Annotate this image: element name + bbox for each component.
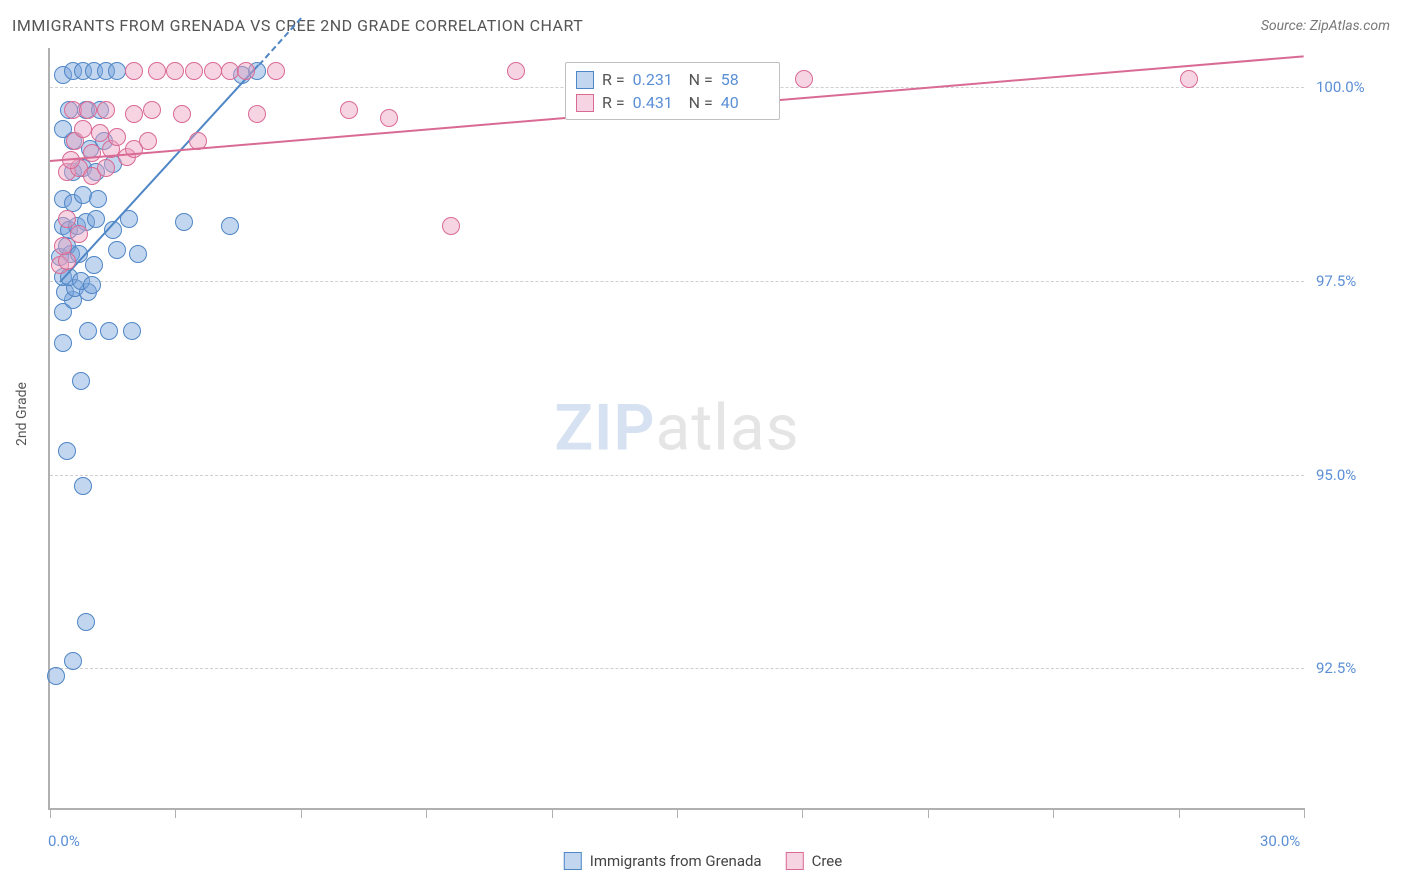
data-point (340, 101, 358, 119)
x-tick (802, 808, 803, 818)
data-point (97, 101, 115, 119)
data-point (442, 217, 460, 235)
data-point (89, 190, 107, 208)
data-point (72, 372, 90, 390)
x-tick-label: 0.0% (48, 832, 80, 850)
data-point (267, 62, 285, 80)
stat-r-value: 0.231 (633, 70, 681, 89)
data-point (58, 210, 76, 228)
x-tick-label: 30.0% (1260, 832, 1300, 850)
data-point (87, 210, 105, 228)
y-tick-label: 97.5% (1316, 272, 1356, 290)
legend-series-name: Cree (812, 852, 843, 870)
x-tick (1053, 808, 1054, 818)
stat-n-value: 40 (721, 93, 769, 112)
data-point (173, 105, 191, 123)
scatter-plot-area: ZIPatlas (48, 48, 1304, 810)
data-point (108, 128, 126, 146)
data-point (125, 105, 143, 123)
data-point (64, 652, 82, 670)
legend-swatch (564, 852, 582, 870)
data-point (54, 334, 72, 352)
data-point (380, 109, 398, 127)
stat-r-value: 0.431 (633, 93, 681, 112)
stat-n-label: N = (689, 93, 713, 112)
data-point (204, 62, 222, 80)
x-tick (677, 808, 678, 818)
stats-row: R = 0.231 N = 58 (576, 68, 769, 91)
stat-n-value: 58 (721, 70, 769, 89)
data-point (74, 120, 92, 138)
data-point (123, 322, 141, 340)
series-legend: Immigrants from Grenada Cree (564, 852, 842, 870)
data-point (85, 256, 103, 274)
stat-r-label: R = (602, 93, 625, 112)
data-point (1180, 70, 1198, 88)
stat-n-label: N = (689, 70, 713, 89)
x-tick (1304, 808, 1305, 818)
data-point (125, 62, 143, 80)
y-tick-label: 95.0% (1316, 466, 1356, 484)
data-point (507, 62, 525, 80)
legend-item: Immigrants from Grenada (564, 852, 762, 870)
data-point (47, 667, 65, 685)
data-point (74, 477, 92, 495)
data-point (79, 101, 97, 119)
data-point (248, 105, 266, 123)
x-tick (1179, 808, 1180, 818)
y-gridline (50, 668, 1304, 669)
data-point (129, 245, 147, 263)
y-tick-label: 100.0% (1316, 78, 1365, 96)
data-point (221, 62, 239, 80)
data-point (108, 241, 126, 259)
legend-item: Cree (786, 852, 843, 870)
source-attribution: Source: ZipAtlas.com (1261, 18, 1390, 34)
x-tick (50, 808, 51, 818)
data-point (795, 70, 813, 88)
legend-swatch (576, 94, 594, 112)
data-point (77, 613, 95, 631)
y-gridline (50, 281, 1304, 282)
x-tick (426, 808, 427, 818)
data-point (97, 159, 115, 177)
data-point (54, 237, 72, 255)
data-point (139, 132, 157, 150)
stat-r-label: R = (602, 70, 625, 89)
x-tick (301, 808, 302, 818)
legend-swatch (786, 852, 804, 870)
x-tick (552, 808, 553, 818)
data-point (175, 213, 193, 231)
data-point (83, 276, 101, 294)
x-tick (928, 808, 929, 818)
data-point (185, 62, 203, 80)
data-point (166, 62, 184, 80)
data-point (108, 62, 126, 80)
legend-series-name: Immigrants from Grenada (590, 852, 762, 870)
data-point (58, 252, 76, 270)
watermark-zip: ZIP (554, 391, 655, 466)
x-tick (175, 808, 176, 818)
data-point (58, 442, 76, 460)
data-point (143, 101, 161, 119)
y-gridline (50, 475, 1304, 476)
data-point (79, 322, 97, 340)
y-axis-label: 2nd Grade (14, 382, 30, 446)
data-point (221, 217, 239, 235)
watermark-atlas: atlas (656, 391, 800, 466)
watermark: ZIPatlas (554, 391, 799, 466)
legend-swatch (576, 71, 594, 89)
data-point (70, 225, 88, 243)
data-point (148, 62, 166, 80)
y-tick-label: 92.5% (1316, 659, 1356, 677)
correlation-stats-box: R = 0.231 N = 58 R = 0.431 N = 40 (565, 62, 780, 120)
data-point (100, 322, 118, 340)
stats-row: R = 0.431 N = 40 (576, 91, 769, 114)
